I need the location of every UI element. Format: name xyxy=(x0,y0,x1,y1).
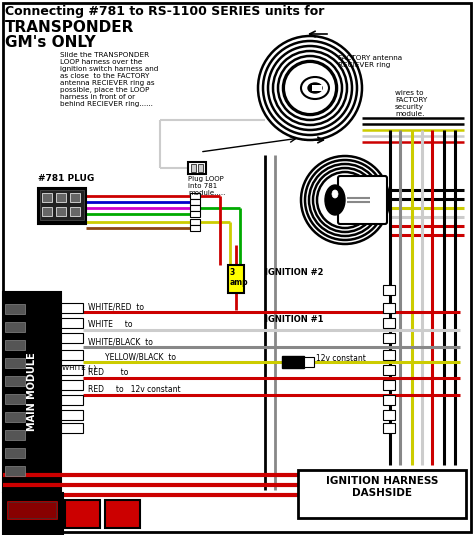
Bar xyxy=(304,357,314,367)
Text: RED       to: RED to xyxy=(88,368,128,377)
Ellipse shape xyxy=(308,83,322,93)
Bar xyxy=(5,394,25,404)
Bar xyxy=(383,350,395,360)
Bar xyxy=(61,365,83,375)
Bar xyxy=(61,423,83,433)
Bar xyxy=(5,340,25,350)
Text: Slide the TRANSPONDER
LOOP harness over the
ignition switch harness and
as close: Slide the TRANSPONDER LOOP harness over … xyxy=(60,52,158,107)
Text: YELLOW/BLACK  to: YELLOW/BLACK to xyxy=(105,352,176,361)
Bar xyxy=(383,285,395,295)
Bar xyxy=(70,193,80,202)
Bar xyxy=(383,318,395,328)
Bar xyxy=(190,193,200,199)
Bar xyxy=(5,376,25,386)
Bar xyxy=(5,412,25,422)
Bar xyxy=(38,188,86,224)
Bar xyxy=(282,356,304,368)
Bar xyxy=(61,410,83,420)
Bar xyxy=(3,292,61,492)
Bar xyxy=(383,395,395,405)
Bar xyxy=(5,358,25,368)
Bar xyxy=(65,500,100,528)
Bar xyxy=(198,164,203,172)
Bar xyxy=(61,380,83,390)
Bar xyxy=(61,333,83,343)
Bar xyxy=(3,493,63,535)
Bar xyxy=(6,500,58,520)
Bar xyxy=(61,318,83,328)
Bar xyxy=(5,322,25,332)
Bar xyxy=(312,85,322,91)
Circle shape xyxy=(284,62,336,114)
Text: Connecting #781 to RS-1100 SERIES units for: Connecting #781 to RS-1100 SERIES units … xyxy=(5,5,324,18)
Text: WHITE     to: WHITE to xyxy=(88,320,133,329)
Bar xyxy=(5,466,25,476)
Bar xyxy=(383,365,395,375)
Bar xyxy=(56,193,66,202)
Text: GM's ONLY: GM's ONLY xyxy=(5,35,96,50)
Bar xyxy=(8,502,56,518)
Bar xyxy=(228,265,244,293)
Bar xyxy=(190,211,200,217)
Text: 3
amp: 3 amp xyxy=(230,268,249,287)
Text: wires to
FACTORY
security
module.: wires to FACTORY security module. xyxy=(395,90,427,117)
Bar xyxy=(42,207,52,216)
Bar xyxy=(5,448,25,458)
Bar xyxy=(191,164,196,172)
Bar xyxy=(188,162,206,174)
Bar xyxy=(61,303,83,313)
Text: TRANSPONDER: TRANSPONDER xyxy=(5,20,134,35)
Bar xyxy=(190,199,200,205)
Text: RED     to   12v constant: RED to 12v constant xyxy=(88,385,181,394)
Bar xyxy=(383,410,395,420)
Bar xyxy=(190,225,200,231)
Bar xyxy=(70,207,80,216)
Bar xyxy=(5,430,25,440)
Ellipse shape xyxy=(301,77,329,99)
Ellipse shape xyxy=(325,185,345,215)
Ellipse shape xyxy=(332,190,338,198)
Text: WHITE (-): WHITE (-) xyxy=(62,364,96,371)
Text: WHITE/BLACK  to: WHITE/BLACK to xyxy=(88,337,153,346)
Bar xyxy=(298,470,466,518)
Bar xyxy=(383,333,395,343)
Text: FACTORY antenna
RECIEVER ring: FACTORY antenna RECIEVER ring xyxy=(338,55,402,68)
Text: Plug LOOP
into 781
module.....: Plug LOOP into 781 module..... xyxy=(188,176,225,196)
Bar xyxy=(56,207,66,216)
Text: IGNITION #1: IGNITION #1 xyxy=(265,315,323,324)
Bar xyxy=(40,190,84,220)
FancyBboxPatch shape xyxy=(338,176,387,224)
Text: IGNITION #2: IGNITION #2 xyxy=(265,268,323,277)
Bar xyxy=(42,193,52,202)
Bar xyxy=(383,303,395,313)
Bar xyxy=(383,380,395,390)
Text: #781 PLUG: #781 PLUG xyxy=(38,174,94,183)
Bar xyxy=(61,395,83,405)
Bar xyxy=(105,500,140,528)
Bar xyxy=(5,304,25,314)
Text: MAIN MODULE: MAIN MODULE xyxy=(27,353,37,431)
Bar xyxy=(190,219,200,225)
Bar xyxy=(190,205,200,211)
Bar xyxy=(61,350,83,360)
Text: WHITE/RED  to: WHITE/RED to xyxy=(88,302,144,311)
Text: IGNITION HARNESS
DASHSIDE: IGNITION HARNESS DASHSIDE xyxy=(326,476,438,498)
Bar xyxy=(383,423,395,433)
Text: 12v constant: 12v constant xyxy=(316,354,366,363)
